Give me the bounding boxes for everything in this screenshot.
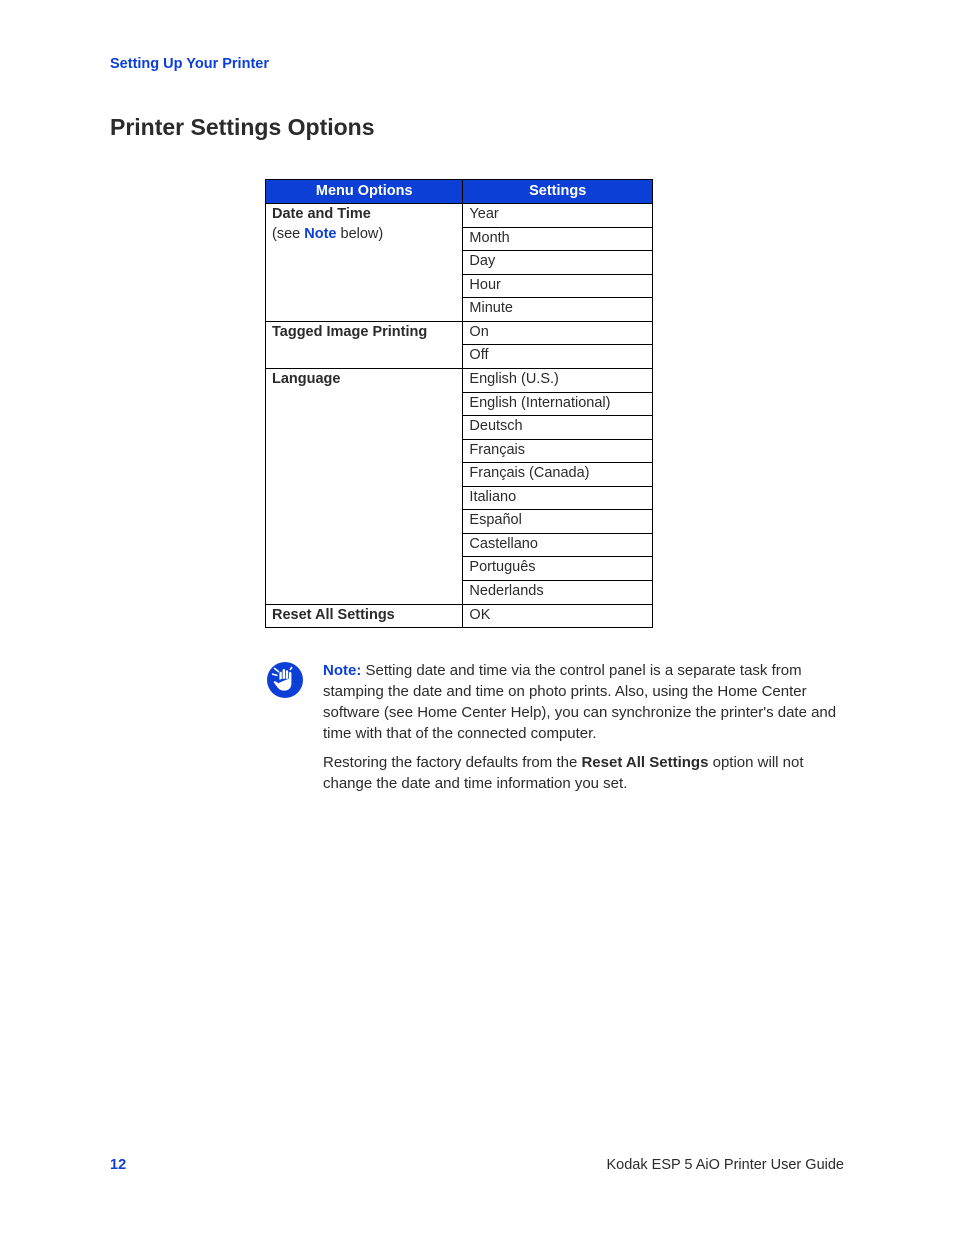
setting-value-cell: Day xyxy=(463,251,653,275)
setting-value-cell: Year xyxy=(463,204,653,228)
setting-value-cell: Deutsch xyxy=(463,416,653,440)
menu-option-cell: Reset All Settings xyxy=(266,604,463,628)
note-p1-text: Setting date and time via the control pa… xyxy=(323,662,836,742)
page-footer: 12 Kodak ESP 5 AiO Printer User Guide xyxy=(110,1157,844,1173)
setting-value-cell: Month xyxy=(463,227,653,251)
note-paragraph-2: Restoring the factory defaults from the … xyxy=(323,752,844,794)
note-label: Note: xyxy=(323,662,361,679)
setting-value-cell: English (U.S.) xyxy=(463,368,653,392)
setting-value-cell: Off xyxy=(463,345,653,369)
setting-value-cell: Français xyxy=(463,439,653,463)
setting-value-cell: Português xyxy=(463,557,653,581)
note-p2-pre: Restoring the factory defaults from the xyxy=(323,754,581,771)
setting-value-cell: Hour xyxy=(463,274,653,298)
doc-title: Kodak ESP 5 AiO Printer User Guide xyxy=(607,1157,845,1173)
note-block: Note: Setting date and time via the cont… xyxy=(265,660,844,802)
page-number: 12 xyxy=(110,1157,126,1173)
setting-value-cell: Français (Canada) xyxy=(463,463,653,487)
table-row: Reset All SettingsOK xyxy=(266,604,653,628)
note-p2-bold: Reset All Settings xyxy=(581,754,708,771)
setting-value-cell: Español xyxy=(463,510,653,534)
chapter-link[interactable]: Setting Up Your Printer xyxy=(110,56,844,72)
table-row: Tagged Image PrintingOn xyxy=(266,321,653,345)
menu-option-cell: Language xyxy=(266,368,463,604)
setting-value-cell: On xyxy=(463,321,653,345)
hand-icon xyxy=(265,660,305,705)
col-header-settings: Settings xyxy=(463,180,653,204)
setting-value-cell: Nederlands xyxy=(463,581,653,605)
settings-table: Menu Options Settings Date and Time(see … xyxy=(265,179,653,628)
setting-value-cell: Minute xyxy=(463,298,653,322)
note-paragraph-1: Note: Setting date and time via the cont… xyxy=(323,660,844,744)
menu-option-cell: Date and Time(see Note below) xyxy=(266,204,463,322)
setting-value-cell: Italiano xyxy=(463,486,653,510)
col-header-menu: Menu Options xyxy=(266,180,463,204)
table-row: Date and Time(see Note below)Year xyxy=(266,204,653,228)
table-row: LanguageEnglish (U.S.) xyxy=(266,368,653,392)
setting-value-cell: English (International) xyxy=(463,392,653,416)
menu-option-cell: Tagged Image Printing xyxy=(266,321,463,368)
setting-value-cell: OK xyxy=(463,604,653,628)
section-title: Printer Settings Options xyxy=(110,114,844,141)
setting-value-cell: Castellano xyxy=(463,533,653,557)
